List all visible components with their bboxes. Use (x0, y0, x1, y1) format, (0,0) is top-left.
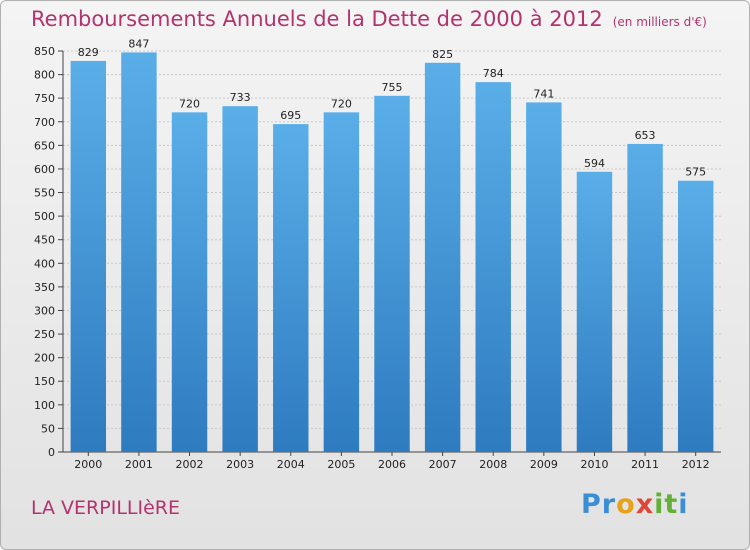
data-label-2007: 825 (432, 48, 453, 61)
x-tick-label: 2009 (530, 458, 558, 471)
y-tick-label: 850 (34, 45, 55, 58)
logo-letter: P (581, 489, 602, 520)
data-label-2012: 575 (685, 166, 706, 179)
x-tick-label: 2012 (682, 458, 710, 471)
bar-2008 (475, 82, 511, 452)
data-label-2006: 755 (382, 81, 403, 94)
bar-2003 (222, 106, 258, 452)
logo-letter: i (654, 489, 665, 520)
y-tick-label: 700 (34, 116, 55, 129)
title-text: Remboursements Annuels de la Dette de 20… (31, 7, 603, 31)
bar-2001 (121, 52, 157, 453)
y-tick-label: 100 (34, 399, 55, 412)
data-label-2001: 847 (128, 37, 149, 50)
labels: 0 50 100 150 200 250 300 350 400 450 500 550 600 650 7… (34, 37, 710, 471)
data-label-2008: 784 (483, 67, 504, 80)
y-tick-label: 550 (34, 187, 55, 200)
data-label-2005: 720 (331, 97, 352, 110)
y-tick-label: 800 (34, 69, 55, 82)
bar-2011 (627, 143, 663, 452)
bar-2012 (677, 180, 714, 452)
x-tick-label: 2005 (327, 458, 355, 471)
x-tick-label: 2001 (125, 458, 153, 471)
chart-title: Remboursements Annuels de la Dette de 20… (31, 7, 707, 31)
data-label-2003: 733 (230, 91, 251, 104)
proxiti-logo: Proxiti (581, 489, 689, 520)
logo-letter: x (635, 489, 655, 520)
x-tick-label: 2010 (580, 458, 608, 471)
y-tick-label: 400 (34, 257, 55, 270)
logo-letter: i (678, 489, 689, 520)
y-tick-label: 500 (34, 210, 55, 223)
logo-letter: t (664, 489, 679, 520)
y-tick-label: 0 (48, 446, 55, 459)
data-label-2004: 695 (280, 109, 301, 122)
commune-name: LA VERPILLIèRE (31, 497, 180, 519)
y-tick-label: 150 (34, 375, 55, 388)
x-tick-label: 2011 (631, 458, 659, 471)
y-tick-label: 300 (34, 304, 55, 317)
x-tick-label: 2006 (378, 458, 406, 471)
y-tick-label: 600 (34, 163, 55, 176)
x-tick-label: 2002 (176, 458, 204, 471)
x-tick-label: 2008 (479, 458, 507, 471)
bar-2006 (374, 95, 410, 452)
bar-2007 (424, 62, 461, 452)
bar-2004 (273, 124, 309, 452)
logo-letter: o (616, 489, 636, 520)
y-tick-label: 50 (41, 422, 55, 435)
data-label-2009: 741 (533, 87, 554, 100)
data-label-2000: 829 (78, 46, 99, 59)
x-tick-label: 2007 (429, 458, 457, 471)
x-tick-label: 2000 (74, 458, 102, 471)
y-tick-label: 750 (34, 92, 55, 105)
y-tick-label: 200 (34, 352, 55, 365)
bar-2000 (70, 60, 107, 453)
bar-2010 (576, 171, 613, 452)
bar-2009 (526, 102, 562, 452)
data-label-2010: 594 (584, 157, 605, 170)
x-tick-label: 2003 (226, 458, 254, 471)
data-label-2002: 720 (179, 97, 200, 110)
y-tick-label: 450 (34, 234, 55, 247)
x-tick-label: 2004 (277, 458, 305, 471)
title-unit: (en milliers d'€) (612, 15, 707, 29)
y-tick-label: 350 (34, 281, 55, 294)
logo-letter: r (601, 489, 617, 520)
y-tick-label: 250 (34, 328, 55, 341)
y-tick-label: 650 (34, 139, 55, 152)
bar-2002 (171, 112, 208, 453)
bar-2005 (323, 112, 360, 453)
bars (70, 52, 714, 453)
data-label-2011: 653 (635, 129, 656, 142)
